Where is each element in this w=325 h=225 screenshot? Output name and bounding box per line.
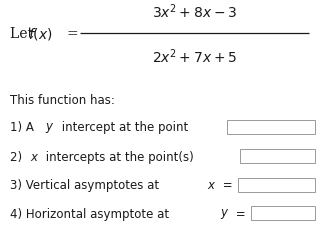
- Text: $\mathit{f}(\mathit{x})$: $\mathit{f}(\mathit{x})$: [28, 26, 52, 42]
- FancyBboxPatch shape: [238, 178, 315, 192]
- FancyBboxPatch shape: [251, 206, 315, 220]
- Text: $2x^2 + 7x + 5$: $2x^2 + 7x + 5$: [152, 47, 237, 65]
- Text: 3) Vertical asymptotes at: 3) Vertical asymptotes at: [10, 178, 162, 191]
- FancyBboxPatch shape: [227, 120, 315, 134]
- Text: =: =: [67, 27, 78, 41]
- Text: $\mathit{x}$: $\mathit{x}$: [30, 150, 40, 163]
- Text: intercepts at the point(s): intercepts at the point(s): [42, 150, 194, 163]
- Text: intercept at the point: intercept at the point: [58, 121, 188, 134]
- FancyBboxPatch shape: [240, 149, 315, 163]
- Text: This function has:: This function has:: [10, 94, 115, 107]
- Text: =: =: [232, 207, 246, 220]
- Text: Let: Let: [10, 27, 37, 41]
- Text: $\mathit{x}$: $\mathit{x}$: [207, 178, 216, 191]
- Text: $\mathit{y}$: $\mathit{y}$: [46, 120, 55, 134]
- Text: $\mathit{y}$: $\mathit{y}$: [220, 206, 229, 220]
- Text: $3x^2 + 8x - 3$: $3x^2 + 8x - 3$: [152, 2, 237, 20]
- Text: =: =: [219, 178, 233, 191]
- Text: 4) Horizontal asymptote at: 4) Horizontal asymptote at: [10, 207, 173, 220]
- Text: 1) A: 1) A: [10, 121, 37, 134]
- Text: 2): 2): [10, 150, 26, 163]
